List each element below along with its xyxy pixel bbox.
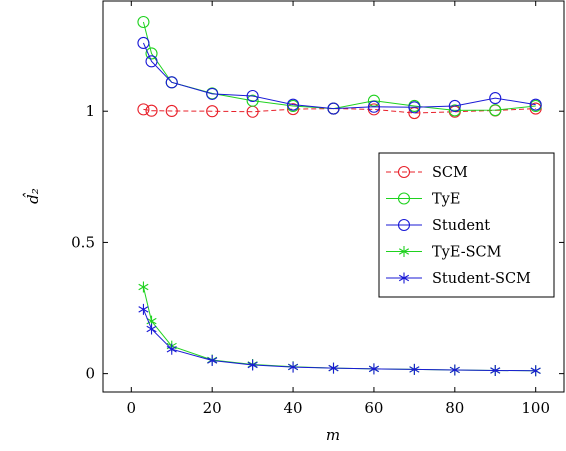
series-student [137,36,542,115]
point-student [327,102,340,115]
point-student-scm [368,363,379,375]
series-line-tye [142,21,536,111]
x-tick-label: 100 [521,399,550,417]
point-student-scm [247,359,258,371]
series-student-scm [138,303,541,377]
series-line-student-scm [142,309,536,372]
legend-entry-student: Student [386,218,490,234]
legend-entry-tye-scm: TyE-SCM [386,245,502,261]
legend-label: TyE [432,192,460,208]
point-scm [165,104,178,118]
point-scm [367,103,380,116]
point-student-scm [166,343,177,355]
series-line-student [142,42,536,110]
x-tick-label: 40 [284,399,303,417]
point-tye [145,47,158,60]
legend-marker [397,165,411,179]
series-line-scm [143,108,536,114]
y-tick-label: 0.5 [71,233,95,251]
legend-label: TyE-SCM [432,245,502,261]
series-scm [137,102,542,120]
plot-frame [102,0,565,393]
point-student [137,36,150,50]
legend-entry-scm: SCM [386,165,468,181]
x-tick-label: 0 [127,399,137,417]
point-student [206,87,219,100]
point-student-scm [530,365,541,377]
point-student-scm [490,364,501,376]
point-student [367,100,380,113]
point-student-scm [449,364,460,376]
point-tye [489,104,502,117]
y-tick-label: 1 [85,102,95,120]
y-axis-label: d̂₂ [23,188,42,204]
legend-label: Student [432,218,490,234]
legend-entry-student-scm: Student-SCM [386,271,531,287]
legend-marker [397,192,411,205]
legend-marker [397,218,411,232]
x-axis-label: m [326,426,340,444]
x-tick-label: 60 [364,399,383,417]
point-student-scm [288,361,299,373]
legend-entry-tye: TyE [386,192,460,208]
point-tye [448,104,461,117]
legend-marker [398,272,410,284]
point-student [448,99,461,113]
point-student [287,98,300,111]
point-student [165,76,178,89]
point-tye [246,94,259,107]
point-student [489,92,502,105]
point-student-scm [328,362,339,374]
point-tye-scm [138,281,149,293]
point-tye [367,94,380,107]
point-student-scm [146,323,157,335]
point-tye [137,15,150,29]
point-student-scm [138,303,149,315]
x-tick-label: 20 [203,399,222,417]
point-student-scm [207,355,218,367]
series-layer [137,15,542,377]
point-scm [137,103,150,116]
point-scm [206,105,219,118]
x-tick-label: 80 [445,399,464,417]
point-student [246,89,259,103]
y-tick-label: 0 [85,365,95,383]
legend: SCM TyE Student TyE-SCM Student-SCM [378,152,555,298]
legend-label: Student-SCM [432,271,531,287]
point-scm [145,104,158,117]
legend-marker [398,246,410,257]
point-scm [287,103,300,116]
legend-label: SCM [432,165,468,181]
point-student-scm [409,363,420,375]
point-student [408,101,421,114]
point-scm [529,102,542,115]
ticks: 0 20 40 60 80 100 0 0.5 1 [71,1,564,417]
point-student [145,55,158,68]
point-student [529,98,542,111]
